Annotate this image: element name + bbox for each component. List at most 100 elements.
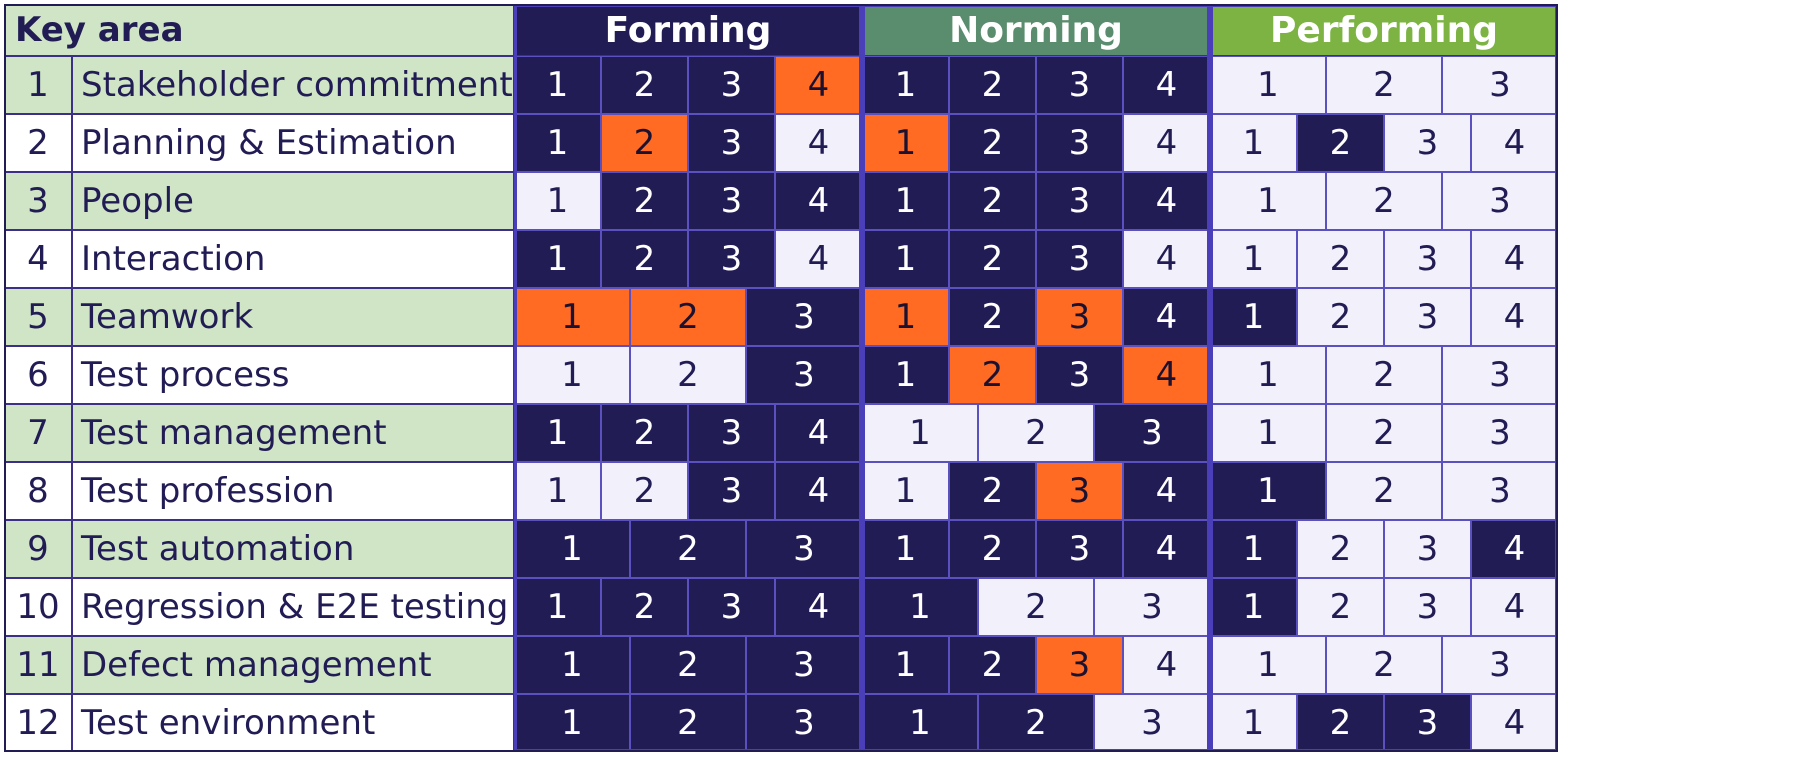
level-cell-performing[interactable]: 4 [1471, 230, 1558, 288]
level-cell-forming[interactable]: 3 [688, 56, 775, 114]
level-cell-forming[interactable]: 3 [688, 462, 775, 520]
level-cell-forming[interactable]: 4 [775, 578, 862, 636]
level-cell-norming[interactable]: 2 [978, 694, 1094, 752]
level-cell-norming[interactable]: 1 [862, 404, 978, 462]
level-cell-norming[interactable]: 1 [862, 114, 949, 172]
level-cell-forming[interactable]: 2 [630, 288, 746, 346]
level-cell-performing[interactable]: 3 [1384, 114, 1471, 172]
level-cell-performing[interactable]: 2 [1297, 520, 1384, 578]
level-cell-forming[interactable]: 1 [514, 578, 601, 636]
level-cell-norming[interactable]: 3 [1036, 288, 1123, 346]
level-cell-performing[interactable]: 2 [1326, 404, 1442, 462]
level-cell-forming[interactable]: 2 [601, 404, 688, 462]
level-cell-norming[interactable]: 3 [1094, 694, 1210, 752]
level-cell-forming[interactable]: 1 [514, 172, 601, 230]
level-cell-norming[interactable]: 4 [1123, 636, 1210, 694]
level-cell-norming[interactable]: 4 [1123, 346, 1210, 404]
level-cell-norming[interactable]: 1 [862, 636, 949, 694]
level-cell-norming[interactable]: 3 [1036, 520, 1123, 578]
level-cell-forming[interactable]: 3 [688, 172, 775, 230]
level-cell-norming[interactable]: 2 [949, 636, 1036, 694]
level-cell-performing[interactable]: 1 [1210, 636, 1326, 694]
level-cell-performing[interactable]: 1 [1210, 114, 1297, 172]
level-cell-forming[interactable]: 2 [601, 462, 688, 520]
level-cell-performing[interactable]: 3 [1384, 520, 1471, 578]
level-cell-performing[interactable]: 2 [1326, 346, 1442, 404]
level-cell-performing[interactable]: 3 [1384, 694, 1471, 752]
level-cell-performing[interactable]: 3 [1442, 172, 1558, 230]
level-cell-norming[interactable]: 3 [1036, 462, 1123, 520]
level-cell-norming[interactable]: 4 [1123, 172, 1210, 230]
level-cell-forming[interactable]: 1 [514, 346, 630, 404]
level-cell-norming[interactable]: 1 [862, 56, 949, 114]
level-cell-forming[interactable]: 3 [688, 578, 775, 636]
level-cell-forming[interactable]: 4 [775, 404, 862, 462]
level-cell-performing[interactable]: 3 [1442, 462, 1558, 520]
level-cell-forming[interactable]: 3 [688, 404, 775, 462]
level-cell-norming[interactable]: 3 [1036, 114, 1123, 172]
level-cell-forming[interactable]: 1 [514, 230, 601, 288]
level-cell-norming[interactable]: 2 [949, 172, 1036, 230]
level-cell-norming[interactable]: 1 [862, 578, 978, 636]
level-cell-forming[interactable]: 2 [601, 56, 688, 114]
level-cell-norming[interactable]: 2 [949, 346, 1036, 404]
level-cell-forming[interactable]: 4 [775, 462, 862, 520]
level-cell-norming[interactable]: 4 [1123, 114, 1210, 172]
level-cell-norming[interactable]: 3 [1094, 404, 1210, 462]
level-cell-norming[interactable]: 2 [949, 56, 1036, 114]
level-cell-performing[interactable]: 4 [1471, 520, 1558, 578]
level-cell-performing[interactable]: 2 [1326, 462, 1442, 520]
level-cell-norming[interactable]: 1 [862, 520, 949, 578]
level-cell-forming[interactable]: 4 [775, 172, 862, 230]
level-cell-norming[interactable]: 2 [949, 114, 1036, 172]
level-cell-performing[interactable]: 2 [1297, 230, 1384, 288]
level-cell-norming[interactable]: 1 [862, 346, 949, 404]
level-cell-norming[interactable]: 4 [1123, 288, 1210, 346]
level-cell-performing[interactable]: 1 [1210, 404, 1326, 462]
level-cell-norming[interactable]: 2 [949, 520, 1036, 578]
level-cell-norming[interactable]: 2 [978, 578, 1094, 636]
level-cell-forming[interactable]: 4 [775, 230, 862, 288]
level-cell-norming[interactable]: 1 [862, 230, 949, 288]
level-cell-norming[interactable]: 3 [1036, 346, 1123, 404]
level-cell-norming[interactable]: 4 [1123, 520, 1210, 578]
level-cell-norming[interactable]: 4 [1123, 56, 1210, 114]
level-cell-performing[interactable]: 4 [1471, 694, 1558, 752]
level-cell-performing[interactable]: 3 [1442, 404, 1558, 462]
level-cell-forming[interactable]: 1 [514, 56, 601, 114]
level-cell-performing[interactable]: 1 [1210, 56, 1326, 114]
level-cell-forming[interactable]: 3 [688, 230, 775, 288]
level-cell-norming[interactable]: 3 [1094, 578, 1210, 636]
level-cell-performing[interactable]: 1 [1210, 172, 1326, 230]
level-cell-forming[interactable]: 3 [746, 694, 862, 752]
level-cell-performing[interactable]: 4 [1471, 288, 1558, 346]
level-cell-forming[interactable]: 1 [514, 404, 601, 462]
level-cell-forming[interactable]: 1 [514, 636, 630, 694]
level-cell-norming[interactable]: 2 [949, 462, 1036, 520]
level-cell-forming[interactable]: 3 [746, 346, 862, 404]
level-cell-performing[interactable]: 3 [1384, 230, 1471, 288]
level-cell-performing[interactable]: 2 [1326, 56, 1442, 114]
level-cell-norming[interactable]: 2 [978, 404, 1094, 462]
level-cell-forming[interactable]: 1 [514, 114, 601, 172]
level-cell-performing[interactable]: 2 [1297, 694, 1384, 752]
level-cell-forming[interactable]: 2 [601, 578, 688, 636]
level-cell-forming[interactable]: 1 [514, 462, 601, 520]
level-cell-forming[interactable]: 2 [630, 636, 746, 694]
level-cell-performing[interactable]: 1 [1210, 288, 1297, 346]
level-cell-forming[interactable]: 1 [514, 288, 630, 346]
level-cell-forming[interactable]: 2 [630, 520, 746, 578]
level-cell-forming[interactable]: 2 [630, 346, 746, 404]
level-cell-performing[interactable]: 4 [1471, 114, 1558, 172]
level-cell-performing[interactable]: 1 [1210, 694, 1297, 752]
level-cell-performing[interactable]: 2 [1326, 636, 1442, 694]
level-cell-performing[interactable]: 1 [1210, 462, 1326, 520]
level-cell-forming[interactable]: 1 [514, 694, 630, 752]
level-cell-norming[interactable]: 4 [1123, 230, 1210, 288]
level-cell-performing[interactable]: 1 [1210, 578, 1297, 636]
level-cell-forming[interactable]: 2 [601, 114, 688, 172]
level-cell-forming[interactable]: 3 [746, 520, 862, 578]
level-cell-performing[interactable]: 3 [1442, 56, 1558, 114]
level-cell-performing[interactable]: 2 [1297, 578, 1384, 636]
level-cell-forming[interactable]: 2 [601, 172, 688, 230]
